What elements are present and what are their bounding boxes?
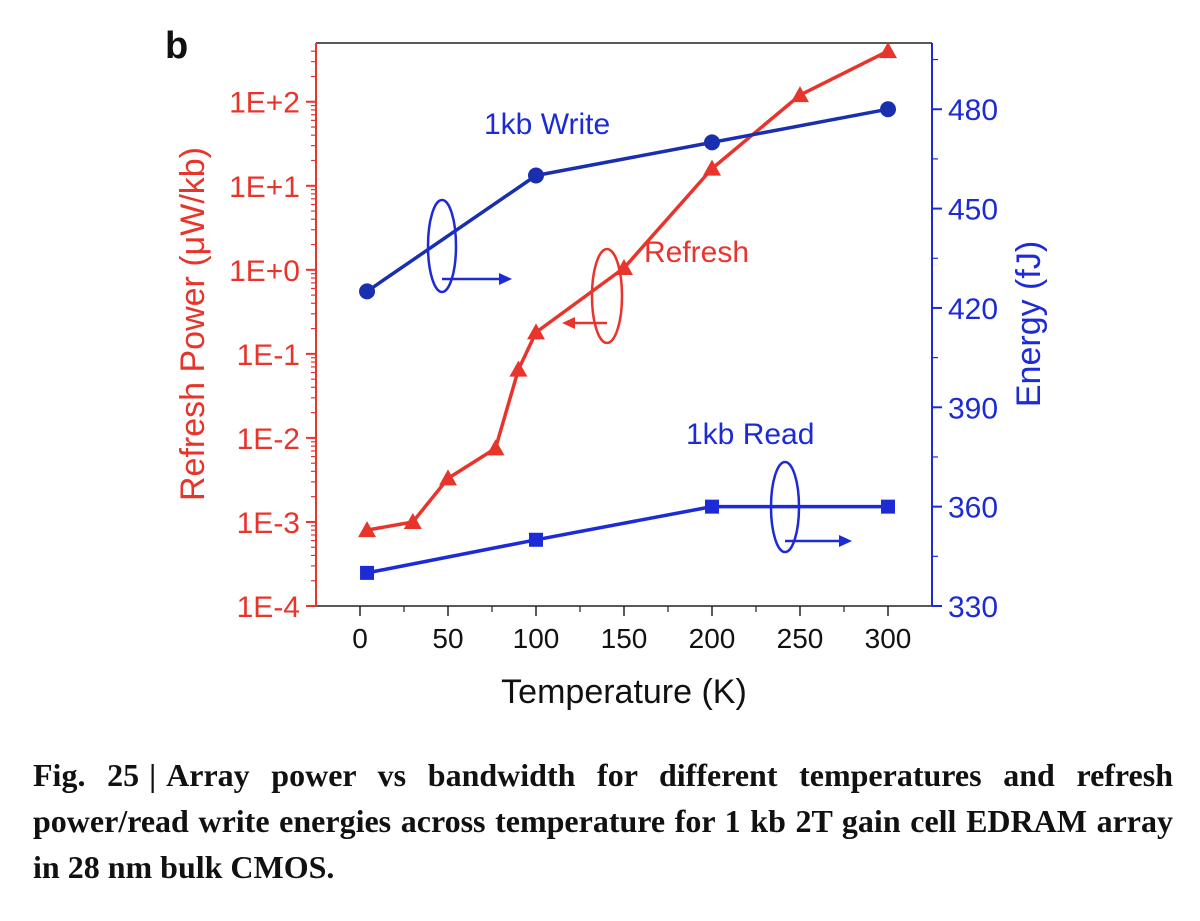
series-1kb-write <box>359 101 896 300</box>
x-axis-title: Temperature (K) <box>501 673 747 711</box>
refresh-point <box>509 360 528 377</box>
read-arrow-head <box>839 535 852 547</box>
right-tick-label: 450 <box>948 194 998 227</box>
1kb-write-point <box>528 167 544 184</box>
1kb-write-point <box>704 134 720 151</box>
write-axis-ellipse <box>426 198 458 294</box>
caption-separator: | <box>149 757 157 793</box>
left-tick-label: 1E-2 <box>237 423 300 456</box>
right-tick-label: 480 <box>948 94 998 127</box>
x-tick-label: 0 <box>352 623 368 654</box>
right-tick-label: 390 <box>948 392 998 425</box>
left-tick-label: 1E+0 <box>229 255 300 288</box>
right-tick-label: 360 <box>948 492 998 525</box>
refresh-annotation: Refresh <box>562 236 749 345</box>
x-tick-label: 50 <box>432 623 463 654</box>
x-tick-label: 300 <box>865 623 912 654</box>
1kb-write-line <box>366 107 889 293</box>
refresh-point <box>486 439 505 456</box>
1kb-read-point <box>705 499 719 514</box>
1kb-read-point <box>529 532 543 547</box>
right-tick-label: 330 <box>948 591 998 624</box>
refresh-line <box>366 49 889 532</box>
right-tick-label: 420 <box>948 293 998 326</box>
write-annotation: 1kb Write <box>426 108 610 294</box>
refresh-label: Refresh <box>644 236 749 269</box>
1kb-write-point <box>359 283 376 300</box>
refresh-point <box>403 512 422 529</box>
refresh-point <box>527 323 545 340</box>
1kb-read-point <box>360 565 375 580</box>
read-label: 1kb Read <box>686 418 814 451</box>
write-label: 1kb Write <box>484 108 610 141</box>
x-tick-label: 200 <box>689 623 736 654</box>
1kb-read-point <box>881 499 895 514</box>
write-arrow-head <box>499 273 512 285</box>
left-tick-label: 1E-4 <box>237 591 300 624</box>
left-tick-label: 1E-1 <box>237 339 300 372</box>
series-layer <box>358 42 897 580</box>
x-tick-label: 150 <box>601 623 648 654</box>
refresh-point <box>879 42 897 59</box>
caption-label: Fig. 25 <box>33 757 140 793</box>
x-axis-ticks: 0 50 100 150 200 250 300 <box>352 606 911 654</box>
read-annotation: 1kb Read <box>686 418 852 554</box>
refresh-point <box>439 469 457 486</box>
read-axis-ellipse <box>769 460 801 554</box>
left-tick-label: 1E-3 <box>237 507 300 540</box>
left-axis-title: Refresh Power (μW/kb) <box>174 147 212 501</box>
left-tick-label: 1E+2 <box>229 87 300 120</box>
x-tick-label: 100 <box>513 623 560 654</box>
refresh-point <box>358 521 377 538</box>
left-axis-ticks: 1E-4 1E-3 1E-2 1E-1 1E+0 1E+1 1E+2 <box>229 50 316 624</box>
refresh-axis-ellipse <box>590 247 624 345</box>
series-refresh <box>358 42 897 538</box>
refresh-arrow-head <box>562 317 575 329</box>
x-tick-label: 250 <box>777 623 824 654</box>
refresh-point <box>791 86 809 103</box>
1kb-write-point <box>880 101 896 118</box>
refresh-point <box>703 159 721 176</box>
caption-text: Array power vs bandwidth for different t… <box>33 757 1174 885</box>
right-axis-ticks: 330 360 390 420 450 480 <box>932 58 998 624</box>
right-axis-title: Energy (fJ) <box>1010 241 1048 407</box>
left-tick-label: 1E+1 <box>229 171 300 204</box>
figure-caption: Fig. 25 | Array power vs bandwidth for dif… <box>33 752 1173 890</box>
panel-label: b <box>165 25 188 67</box>
